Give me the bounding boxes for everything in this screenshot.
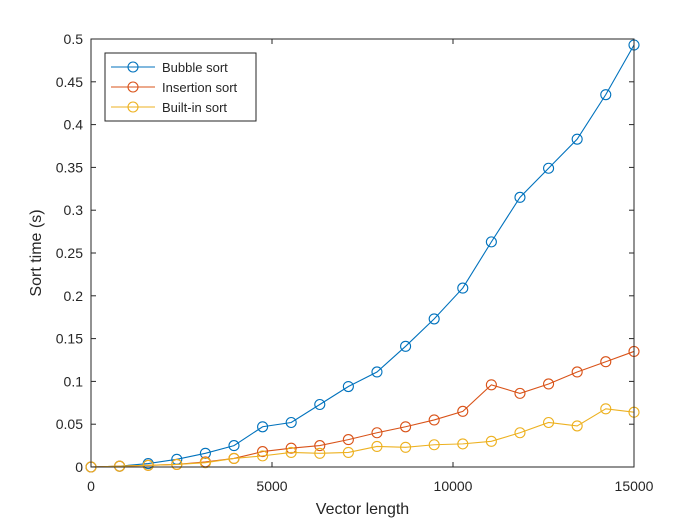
data-point-marker xyxy=(543,378,555,390)
x-tick-label: 0 xyxy=(87,478,95,494)
legend-marker-swatch xyxy=(127,101,139,113)
data-point-marker xyxy=(543,162,555,174)
y-tick-label: 0.45 xyxy=(56,74,83,90)
data-point-marker xyxy=(314,398,326,411)
data-point-marker xyxy=(400,441,412,453)
data-point-marker xyxy=(400,421,412,433)
y-tick-label: 0.3 xyxy=(64,202,84,218)
legend-label: Insertion sort xyxy=(162,80,238,95)
data-point-marker xyxy=(485,236,497,248)
y-tick-label: 0.5 xyxy=(64,31,84,47)
data-point-marker xyxy=(543,416,555,429)
data-point-marker xyxy=(171,458,183,470)
x-tick-label: 10000 xyxy=(434,478,473,494)
data-point-marker xyxy=(114,460,126,472)
data-point-marker xyxy=(257,421,269,433)
data-point-marker xyxy=(285,442,297,454)
data-point-marker xyxy=(400,340,412,352)
data-point-marker xyxy=(228,452,240,464)
data-point-marker xyxy=(457,405,469,417)
legend-label: Bubble sort xyxy=(162,60,228,75)
y-tick-label: 0 xyxy=(75,459,83,475)
data-point-marker xyxy=(571,133,583,145)
data-point-marker xyxy=(600,356,612,368)
y-tick-label: 0.15 xyxy=(56,331,83,347)
data-point-marker xyxy=(600,89,612,101)
data-point-marker xyxy=(371,366,383,378)
y-tick-label: 0.35 xyxy=(56,159,83,175)
data-point-marker xyxy=(485,435,497,447)
x-tick-label: 5000 xyxy=(256,478,287,494)
data-point-marker xyxy=(514,191,526,203)
legend-label: Built-in sort xyxy=(162,100,227,115)
data-point-marker xyxy=(142,459,154,471)
y-axis: 0 0.05 0.1 0.15 0.2 0.25 0.3 0.35 0.4 0.45 0.5 xyxy=(56,31,634,475)
data-point-marker xyxy=(457,438,469,450)
data-point-marker xyxy=(371,440,383,453)
legend-item: Bubble sort xyxy=(111,60,228,75)
y-tick-label: 0.2 xyxy=(64,288,84,304)
data-point-marker xyxy=(228,440,240,452)
y-tick-label: 0.1 xyxy=(64,373,84,389)
data-point-marker xyxy=(428,414,440,426)
data-point-marker xyxy=(571,420,583,432)
x-axis-title: Vector length xyxy=(316,501,409,518)
data-point-marker xyxy=(514,427,526,439)
data-point-marker xyxy=(571,366,583,378)
data-point-marker xyxy=(428,439,440,451)
data-point-marker xyxy=(342,434,354,446)
data-point-marker xyxy=(600,403,612,415)
data-point-marker xyxy=(371,427,383,439)
x-tick-label: 15000 xyxy=(615,478,654,494)
data-point-marker xyxy=(285,446,297,458)
y-axis-title: Sort time (s) xyxy=(28,209,45,296)
data-point-marker xyxy=(314,447,326,459)
y-tick-label: 0.05 xyxy=(56,416,83,432)
legend-item: Insertion sort xyxy=(111,80,238,95)
data-point-marker xyxy=(257,450,269,462)
data-point-marker xyxy=(428,313,440,325)
y-tick-label: 0.25 xyxy=(56,245,83,261)
legend-item: Built-in sort xyxy=(111,100,227,115)
legend: Bubble sort Insertion sort Built-in sort xyxy=(104,52,257,122)
data-point-marker xyxy=(514,387,526,399)
data-point-marker xyxy=(342,380,354,393)
data-point-marker xyxy=(199,457,211,469)
legend-marker-swatch xyxy=(127,81,139,93)
legend-marker-swatch xyxy=(127,61,139,73)
y-tick-label: 0.4 xyxy=(64,117,84,133)
x-axis: 0 5000 10000 15000 xyxy=(87,39,654,494)
data-point-marker xyxy=(199,447,211,459)
data-point-marker xyxy=(285,416,297,429)
data-point-marker xyxy=(485,379,497,391)
data-point-marker xyxy=(257,446,269,458)
data-point-marker xyxy=(342,446,354,458)
data-point-marker xyxy=(314,440,326,452)
data-point-marker xyxy=(457,282,469,294)
